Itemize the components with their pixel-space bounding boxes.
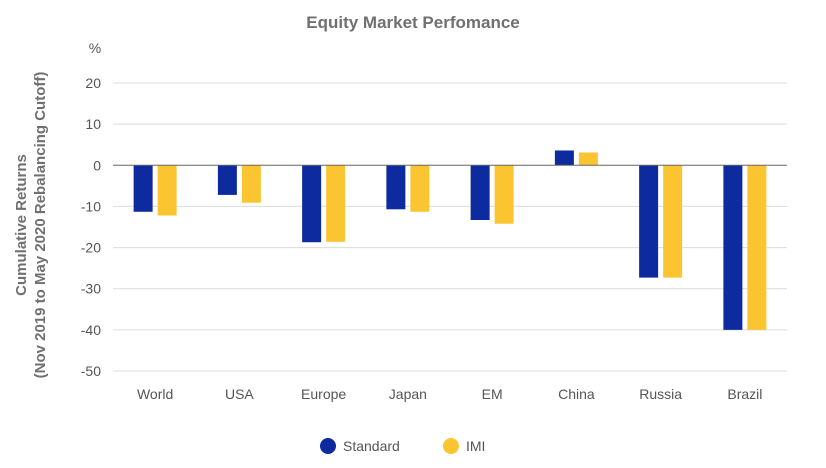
- y-unit-label: %: [89, 40, 101, 56]
- x-tick-label: China: [558, 386, 595, 402]
- y-axis-label-line1: Cumulative Returns: [13, 154, 30, 296]
- y-tick-label: -50: [81, 363, 101, 379]
- y-ticks: 20 10 0 -10 -20 -30 -40 -50: [81, 75, 101, 379]
- legend-label-imi: IMI: [466, 438, 485, 454]
- bar-standard-em: [470, 165, 490, 221]
- gridlines: [113, 82, 787, 372]
- legend-marker-standard: [320, 438, 336, 454]
- x-tick-label: World: [137, 386, 173, 402]
- bars: [133, 150, 767, 330]
- y-tick-label: -10: [81, 198, 101, 214]
- bar-standard-china: [554, 150, 574, 166]
- chart-title: Equity Market Perfomance: [306, 13, 520, 32]
- y-tick-label: 20: [85, 75, 101, 91]
- bar-imi-brazil: [747, 165, 767, 330]
- bar-standard-russia: [639, 165, 659, 278]
- legend: Standard IMI: [320, 438, 485, 454]
- x-tick-label: Brazil: [727, 386, 762, 402]
- x-tick-label: EM: [482, 386, 503, 402]
- bar-imi-europe: [326, 165, 346, 242]
- y-tick-label: 10: [85, 116, 101, 132]
- bar-standard-japan: [386, 165, 406, 210]
- bar-standard-europe: [302, 165, 322, 243]
- y-axis-label-line2: (Nov 2019 to May 2020 Rebalancing Cutoff…: [32, 72, 49, 379]
- y-tick-label: -20: [81, 240, 101, 256]
- legend-marker-imi: [443, 438, 459, 454]
- x-ticks: World USA Europe Japan EM China Russia Brazil: [137, 386, 762, 402]
- y-tick-label: 0: [93, 157, 101, 173]
- bar-imi-usa: [241, 165, 261, 203]
- bar-standard-world: [133, 165, 153, 212]
- x-tick-label: USA: [225, 386, 254, 402]
- bar-standard-usa: [217, 165, 237, 195]
- x-tick-label: Russia: [639, 386, 682, 402]
- bar-imi-em: [494, 165, 514, 224]
- y-tick-label: -30: [81, 281, 101, 297]
- bar-imi-japan: [410, 165, 430, 212]
- y-tick-label: -40: [81, 322, 101, 338]
- bar-standard-brazil: [723, 165, 743, 330]
- x-tick-label: Europe: [301, 386, 346, 402]
- bar-imi-world: [157, 165, 177, 216]
- x-tick-label: Japan: [389, 386, 427, 402]
- bar-imi-russia: [663, 165, 683, 278]
- bar-imi-china: [578, 152, 598, 166]
- legend-label-standard: Standard: [343, 438, 400, 454]
